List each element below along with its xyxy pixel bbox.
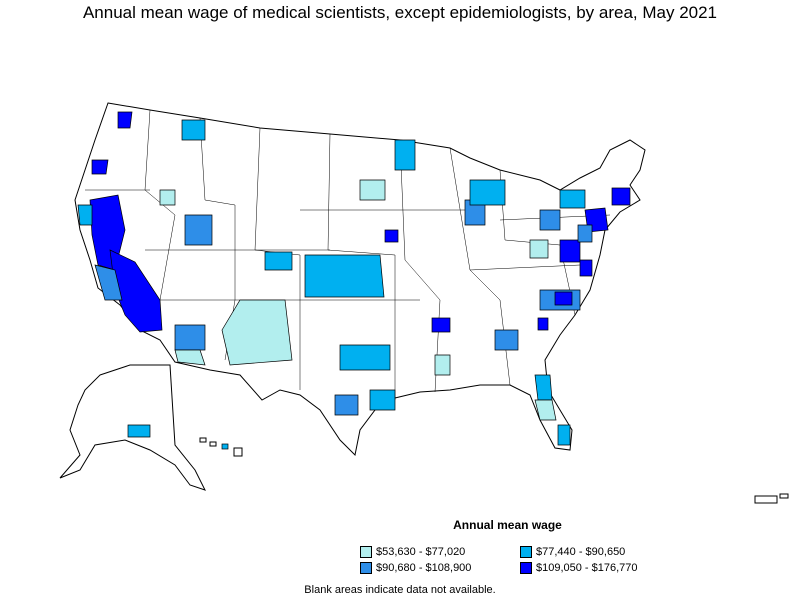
area-denver bbox=[264, 251, 293, 271]
puerto-rico bbox=[754, 493, 789, 504]
area-anchorage bbox=[127, 424, 151, 438]
area-charleston bbox=[537, 317, 549, 331]
legend-swatch-tier2 bbox=[520, 546, 532, 558]
area-alabama bbox=[434, 354, 451, 376]
area-boston bbox=[611, 187, 631, 206]
area-houston bbox=[369, 389, 396, 411]
area-dc-baltimore bbox=[559, 239, 581, 263]
area-iowa-city bbox=[384, 229, 399, 243]
area-atlanta bbox=[494, 329, 519, 351]
legend-item-tier1: $53,630 - $77,020 bbox=[360, 545, 465, 559]
area-dallas bbox=[339, 344, 391, 371]
legend-label-tier3: $90,680 - $108,900 bbox=[376, 562, 472, 574]
area-tucson bbox=[174, 349, 206, 366]
area-miami bbox=[557, 424, 571, 446]
area-salt-lake bbox=[184, 214, 213, 246]
legend-label-tier4: $109,050 - $176,770 bbox=[536, 562, 638, 574]
area-madison bbox=[469, 179, 506, 206]
area-raleigh bbox=[554, 291, 573, 306]
area-pittsburgh bbox=[539, 209, 561, 231]
area-new-mexico bbox=[221, 299, 293, 366]
area-phoenix bbox=[174, 324, 206, 351]
area-nashville bbox=[431, 317, 451, 333]
area-florida bbox=[534, 374, 553, 401]
legend-label-tier2: $77,440 - $90,650 bbox=[536, 546, 626, 558]
legend-title: Annual mean wage bbox=[453, 518, 562, 532]
area-upstate-ny bbox=[559, 189, 586, 209]
footnote: Blank areas indicate data not available. bbox=[304, 584, 496, 596]
area-seattle bbox=[117, 111, 133, 129]
area-nebraska bbox=[359, 179, 386, 201]
area-florida-gulf bbox=[534, 399, 557, 421]
area-richmond bbox=[579, 259, 593, 277]
area-portland bbox=[91, 159, 109, 175]
legend-item-tier4: $109,050 - $176,770 bbox=[520, 561, 638, 575]
legend-label-tier1: $53,630 - $77,020 bbox=[376, 546, 466, 558]
area-minneapolis bbox=[394, 139, 416, 171]
area-philadelphia bbox=[577, 224, 593, 243]
legend-item-tier3: $90,680 - $108,900 bbox=[360, 561, 471, 575]
hawaii bbox=[199, 437, 243, 457]
legend-swatch-tier4 bbox=[520, 562, 532, 574]
area-spokane bbox=[181, 119, 206, 141]
legend-swatch-tier3 bbox=[360, 562, 372, 574]
area-austin bbox=[334, 394, 359, 416]
us-area-map bbox=[59, 102, 789, 504]
area-idaho bbox=[159, 189, 176, 206]
area-kansas bbox=[304, 254, 385, 298]
legend-item-tier2: $77,440 - $90,650 bbox=[520, 545, 625, 559]
area-central-coast bbox=[94, 264, 123, 301]
area-west-virginia bbox=[529, 239, 549, 259]
map-title: Annual mean wage of medical scientists, … bbox=[82, 3, 718, 22]
area-north-california bbox=[77, 204, 93, 226]
legend-swatch-tier1 bbox=[360, 546, 372, 558]
